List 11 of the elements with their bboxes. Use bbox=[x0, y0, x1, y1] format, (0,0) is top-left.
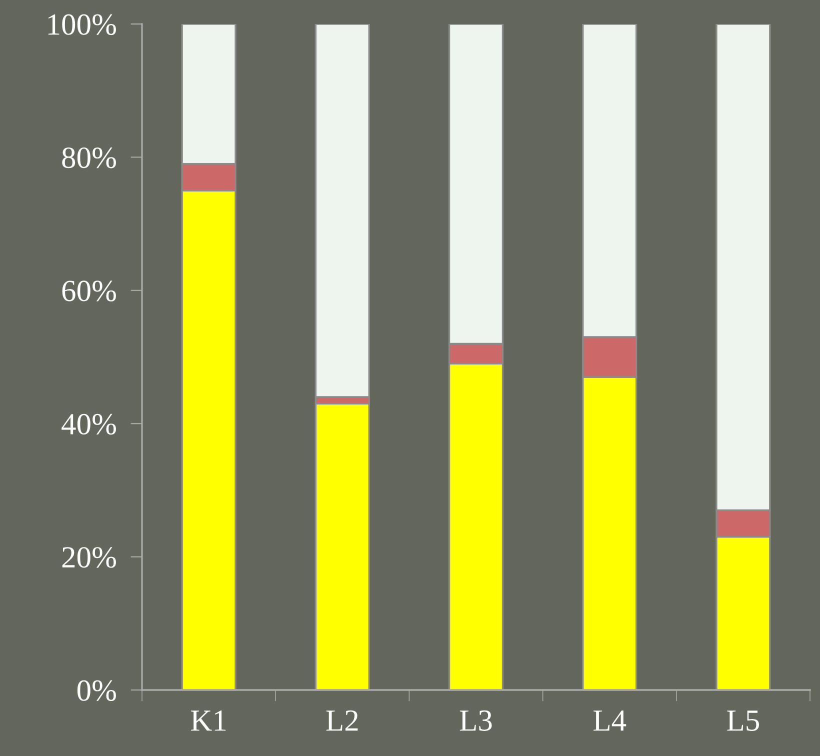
y-tick-label: 80% bbox=[62, 147, 116, 168]
y-tick-label: 100% bbox=[48, 14, 116, 35]
x-tick-label: L3 bbox=[460, 710, 492, 731]
x-tick-label: L2 bbox=[326, 710, 358, 731]
y-tick-label: 60% bbox=[62, 280, 116, 302]
x-tick-label: L4 bbox=[594, 710, 626, 731]
y-tick-label: 0% bbox=[77, 680, 116, 701]
y-tick-label: 40% bbox=[62, 414, 116, 435]
x-tick-label: L5 bbox=[727, 710, 759, 731]
y-tick-label: 20% bbox=[62, 547, 116, 568]
x-tick-label: K1 bbox=[191, 710, 226, 731]
